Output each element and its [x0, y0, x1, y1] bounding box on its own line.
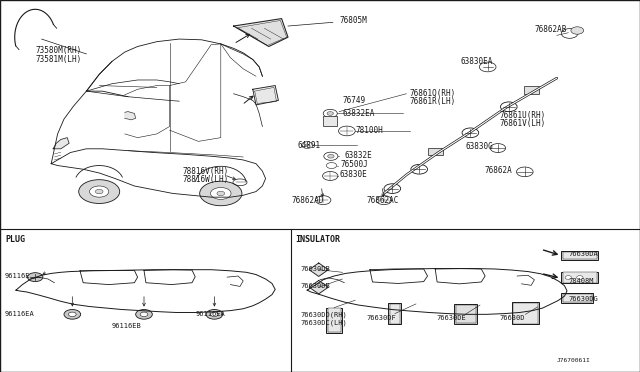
Bar [390, 304, 400, 324]
Bar [563, 252, 597, 259]
Text: 76861U(RH): 76861U(RH) [499, 111, 545, 120]
Polygon shape [253, 86, 278, 105]
Circle shape [211, 187, 231, 199]
Circle shape [95, 189, 103, 194]
Text: J7670061I: J7670061I [557, 358, 591, 363]
Bar [456, 305, 476, 323]
Polygon shape [234, 19, 288, 46]
Circle shape [384, 184, 401, 193]
Text: 63830E: 63830E [339, 170, 367, 179]
Bar [561, 293, 593, 303]
Circle shape [561, 29, 578, 38]
Text: 76630DF: 76630DF [366, 315, 396, 321]
Circle shape [326, 163, 337, 169]
Text: 96116EB: 96116EB [112, 323, 141, 328]
Text: 63830EA: 63830EA [461, 57, 493, 66]
Text: 63832EA: 63832EA [342, 109, 375, 118]
Text: 96116EA: 96116EA [5, 311, 35, 317]
Bar [561, 272, 598, 283]
Text: 78408M: 78408M [568, 278, 594, 284]
Text: 78816V(RH): 78816V(RH) [182, 167, 228, 176]
Circle shape [64, 310, 81, 319]
Text: 63832E: 63832E [344, 151, 372, 160]
Circle shape [140, 312, 148, 317]
Bar [328, 308, 341, 332]
Circle shape [68, 312, 76, 317]
Text: 96116E: 96116E [5, 273, 31, 279]
Text: 76861V(LH): 76861V(LH) [499, 119, 545, 128]
Text: 76630DC(LH): 76630DC(LH) [301, 319, 348, 326]
Circle shape [301, 142, 313, 148]
Bar [561, 251, 598, 260]
Text: 76862AD: 76862AD [291, 196, 324, 205]
Circle shape [376, 196, 392, 205]
Circle shape [324, 152, 338, 160]
Text: 76630D: 76630D [499, 315, 525, 321]
Circle shape [323, 109, 337, 118]
Text: 96116EA: 96116EA [195, 311, 225, 317]
Circle shape [79, 180, 120, 203]
Polygon shape [309, 263, 328, 276]
Bar [512, 302, 539, 324]
Text: 78100H: 78100H [355, 126, 383, 135]
Text: 76630DB: 76630DB [301, 266, 330, 272]
Text: PLUG: PLUG [5, 235, 25, 244]
Bar [323, 116, 337, 126]
Circle shape [327, 112, 333, 115]
Polygon shape [53, 138, 69, 149]
Text: 73581M(LH): 73581M(LH) [35, 55, 81, 64]
Text: 64891: 64891 [298, 141, 321, 150]
Circle shape [136, 310, 152, 319]
Circle shape [211, 312, 218, 317]
Text: 73580M(RH): 73580M(RH) [35, 46, 81, 55]
Circle shape [217, 191, 225, 196]
Bar [524, 86, 539, 94]
Circle shape [316, 196, 331, 205]
Text: 76862AB: 76862AB [534, 25, 567, 34]
Circle shape [577, 276, 583, 279]
Circle shape [339, 126, 355, 136]
Circle shape [200, 181, 242, 206]
Polygon shape [309, 280, 328, 294]
Text: 76749: 76749 [342, 96, 365, 105]
Text: 76630DB: 76630DB [301, 283, 330, 289]
Text: INSULATOR: INSULATOR [296, 235, 340, 244]
Circle shape [565, 276, 572, 279]
Text: 76500J: 76500J [340, 160, 368, 169]
Bar [326, 308, 342, 333]
Circle shape [305, 144, 309, 146]
Circle shape [490, 144, 506, 153]
Circle shape [28, 273, 43, 282]
Text: 63830G: 63830G [465, 142, 493, 151]
Circle shape [90, 186, 109, 197]
Circle shape [516, 167, 533, 177]
Bar [563, 294, 592, 302]
Bar [388, 303, 401, 324]
Bar [428, 148, 443, 155]
Text: 76861Q(RH): 76861Q(RH) [410, 89, 456, 97]
Text: 76805M: 76805M [339, 16, 367, 25]
Text: 76862AC: 76862AC [366, 196, 399, 205]
Text: 76861R(LH): 76861R(LH) [410, 97, 456, 106]
Circle shape [500, 102, 517, 112]
Circle shape [479, 62, 496, 72]
Circle shape [462, 128, 479, 138]
Polygon shape [125, 112, 136, 120]
Text: 76630DA: 76630DA [568, 251, 598, 257]
Circle shape [206, 310, 223, 319]
Circle shape [328, 154, 334, 158]
Text: 76630DE: 76630DE [436, 315, 466, 321]
Circle shape [411, 164, 428, 174]
Text: 76862A: 76862A [484, 166, 512, 175]
Text: 76630DG: 76630DG [568, 296, 598, 302]
Circle shape [323, 171, 338, 180]
Bar [563, 272, 597, 283]
Text: 76630DD(RH): 76630DD(RH) [301, 311, 348, 318]
Circle shape [571, 27, 584, 34]
Bar [454, 304, 477, 324]
Bar [513, 303, 538, 324]
Text: 78816W(LH): 78816W(LH) [182, 175, 228, 184]
